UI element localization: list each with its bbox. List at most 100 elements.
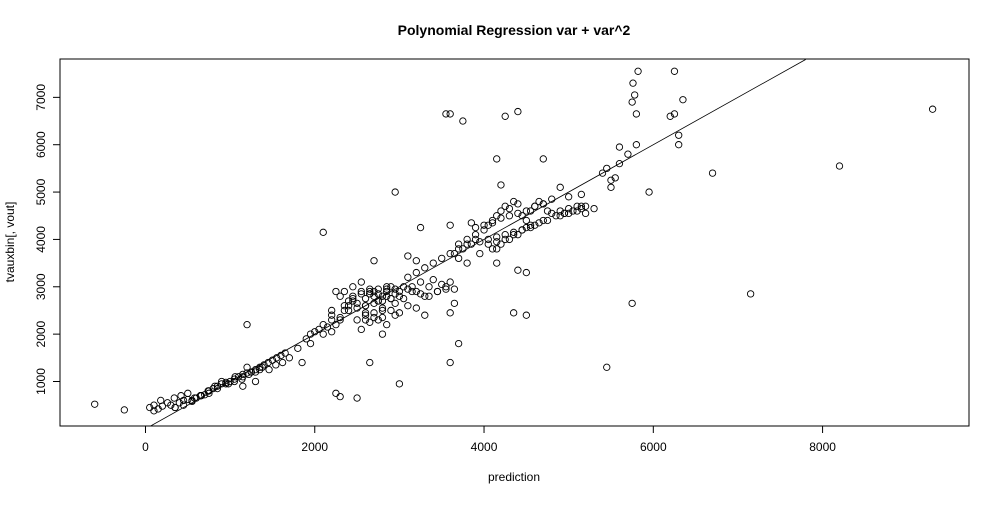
data-point [543,216,552,225]
data-point [531,202,539,210]
data-point [675,131,683,139]
data-point [391,311,399,319]
data-point [488,216,497,225]
data-point [539,155,547,163]
data-point [226,377,234,386]
data-point [256,363,264,371]
data-point [488,245,497,253]
data-point [272,361,280,369]
data-point [336,313,344,322]
data-point [251,365,260,374]
data-point [319,321,327,329]
data-point [421,264,429,272]
data-point [569,207,577,215]
data-point [340,287,349,296]
data-point [285,354,294,362]
data-point [258,363,266,371]
data-point [518,226,526,234]
data-point [378,330,387,338]
data-point [383,285,391,293]
data-point [510,309,518,317]
data-point [361,311,370,319]
data-point [328,316,336,324]
data-point [476,238,484,246]
data-point [484,221,492,229]
data-point [374,316,382,324]
data-point [328,328,336,336]
data-point [607,176,615,184]
data-point [361,316,370,324]
data-point [471,235,480,244]
data-point [476,249,484,258]
data-point [556,212,564,220]
data-point [598,169,607,177]
data-point [628,299,636,308]
data-point [459,117,467,125]
data-point [577,202,586,210]
data-point [374,297,382,305]
data-point [556,183,564,191]
data-point [632,110,641,118]
data-point [239,370,247,379]
data-point [497,214,505,222]
data-point [366,358,374,367]
data-point [336,316,344,324]
data-point [383,287,391,296]
data-point [366,318,374,326]
data-point [518,212,526,220]
data-point [328,306,336,315]
data-point [539,216,547,225]
data-point [446,358,454,367]
data-point [247,368,255,376]
data-point [218,377,226,386]
data-point [243,321,251,329]
data-point [497,181,505,189]
data-point [429,276,437,284]
data-point [150,401,158,409]
data-point [565,209,573,218]
data-point [446,221,454,229]
data-point [353,299,361,308]
data-point [370,313,378,322]
data-point [514,107,522,116]
data-point [433,287,442,296]
data-point [251,368,260,376]
data-point [560,209,569,218]
data-point [260,361,268,369]
data-point [361,302,370,310]
data-point [493,238,501,246]
data-point [404,285,412,293]
data-point [629,79,637,87]
data-point [340,306,349,315]
data-point [370,287,378,296]
data-point [294,344,302,352]
data-point [615,143,624,151]
data-point [493,155,501,163]
y-axis: 1000 2000 3000 4000 5000 6000 7000 [34,84,60,395]
data-point [463,235,471,244]
data-point [91,400,99,408]
data-point [631,91,639,99]
data-point [163,399,172,407]
data-point [332,321,340,329]
data-point [666,112,674,120]
data-point [211,382,219,390]
data-point [514,209,522,218]
y-tick-label: 5000 [34,178,48,205]
data-point [323,323,332,331]
data-point [374,290,382,298]
data-point [340,302,349,310]
data-point [543,207,552,215]
x-axis-label: prediction [488,470,540,484]
data-point [383,283,391,291]
data-point [454,254,463,263]
data-point [573,207,581,215]
data-point [239,382,247,390]
data-point [603,164,611,173]
data-point [548,195,556,203]
data-point [450,299,459,308]
y-tick-label: 7000 [34,84,48,111]
data-point [628,98,636,106]
data-point [357,278,365,286]
